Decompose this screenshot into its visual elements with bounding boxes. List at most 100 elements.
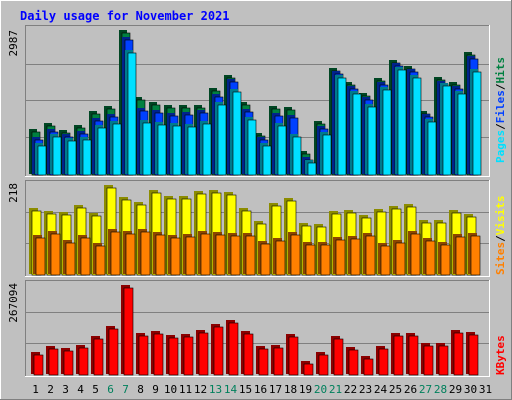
pages-bar [230,89,242,176]
pages-bar [470,69,482,176]
day-label: 23 [359,383,372,396]
kbytes-bar [121,285,134,376]
kbytes-bar [436,343,449,376]
sites-bar [228,233,241,276]
kbytes-bar [136,333,149,376]
hits-legend: Pages/Files/Hits [494,57,507,163]
day-label: 28 [434,383,447,396]
kbytes-bar [106,326,119,376]
kbytes-bar [151,331,164,376]
kbytes-bar [211,324,224,376]
svg-text:Pages/Files/Hits: Pages/Files/Hits [494,57,507,163]
kbytes-bar [166,335,179,376]
day-label: 27 [419,383,432,396]
kbytes-bar [256,346,269,376]
kbytes-bar [346,347,359,376]
legend-hits: Hits [494,57,507,84]
day-label: 10 [164,383,177,396]
sites-bar [318,242,331,276]
day-label: 9 [152,383,159,396]
kbytes-panel [25,280,490,377]
visits-legend: Sites/Visits [494,196,507,276]
pages-bar [455,91,467,176]
sites-bar [303,242,316,276]
pages-bar [335,75,347,176]
day-label: 30 [464,383,477,396]
pages-bar [140,120,152,176]
pages-bar [185,124,197,176]
pages-bar [260,143,272,176]
day-label: 21 [329,383,342,396]
sites-bar [468,233,481,276]
day-label: 22 [344,383,357,396]
pages-bar [125,50,137,176]
sites-bar [273,238,286,276]
legend-separator: / [494,123,507,130]
kbytes-bar [451,330,464,376]
pages-bar [215,102,227,176]
svg-text:KBytes: KBytes [494,335,507,375]
legend-files: Files [494,90,507,123]
sites-bar [33,235,46,276]
sites-bar [363,233,376,276]
kbytes-bar [376,346,389,376]
pages-bar [65,138,77,176]
sites-bar [348,236,361,276]
day-label: 1 [32,383,39,396]
sites-bar [183,234,196,276]
kbytes-bar [61,348,74,376]
hits-files-pages-panel [25,25,490,177]
sites-bar [93,243,106,276]
sites-bar [168,235,181,276]
sites-bar [438,242,451,276]
pages-bar [245,117,257,176]
hits-ymax-label: 2987 [7,30,20,57]
visits-ymax-label: 218 [7,183,20,203]
kbytes-bar [31,352,44,376]
day-label: 8 [137,383,144,396]
sites-bar [393,240,406,276]
day-label: 4 [77,383,84,396]
kbytes-bar [331,336,344,376]
pages-bar [425,119,437,176]
legend-visits: Visits [494,196,507,236]
sites-bar [63,240,76,276]
kbytes-bar [286,334,299,376]
sites-bar [108,229,121,276]
pages-bar [155,122,167,176]
kbytes-bar [421,343,434,376]
pages-bar [110,121,122,176]
kbytes-bar [391,333,404,376]
sites-bar [423,238,436,276]
legend-pages: Pages [494,130,507,163]
day-label: 31 [479,383,492,396]
pages-bar [410,75,422,176]
sites-bar [258,241,271,276]
chart-title: Daily usage for November 2021 [20,9,230,23]
kbytes-bar [46,346,59,376]
sites-bar [408,231,421,276]
sites-bar [123,231,136,276]
kbytes-bar [226,320,239,376]
day-axis-labels: 1 2 3 4 5 6 7 8 9 10 11 12 13 14 15 16 17 18 19 20 21 22 23 24 2… [32,383,492,396]
legend-separator: / [494,83,507,90]
kbytes-bar [91,336,104,376]
pages-bar [170,123,182,176]
day-label: 24 [374,383,388,396]
day-label: 19 [299,383,312,396]
kbytes-bar [196,330,209,376]
pages-bar [395,67,407,176]
sites-bar [213,232,226,276]
pages-bar [290,134,302,176]
day-label: 6 [107,383,114,396]
sites-bar [378,243,391,276]
day-label: 17 [269,383,282,396]
kbytes-bar [241,331,254,376]
kbytes-bar [76,345,89,376]
sites-bar [138,229,151,276]
day-label: 2 [47,383,54,396]
day-label: 26 [404,383,417,396]
day-label: 5 [92,383,99,396]
pages-bar [380,87,392,176]
